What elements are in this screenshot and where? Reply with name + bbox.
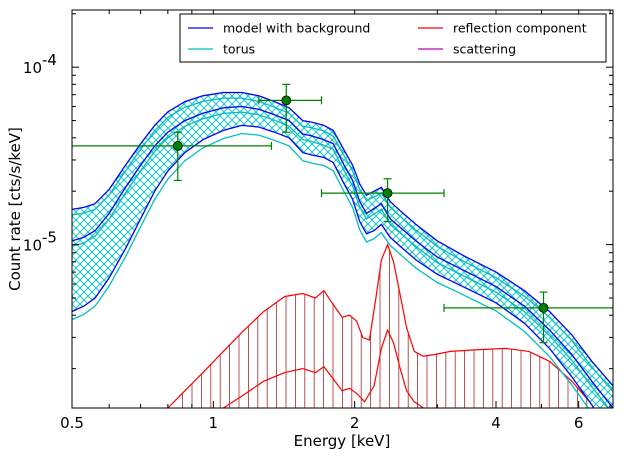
legend-entry: reflection component — [418, 21, 587, 36]
plot-frame — [71, 9, 614, 409]
data-point-2 — [258, 83, 323, 133]
data-points — [72, 83, 613, 344]
y-tick-label: 10 -5 — [23, 229, 57, 255]
legend-label: torus — [223, 42, 255, 57]
data-marker — [382, 188, 393, 199]
torus-lower-line — [72, 132, 590, 408]
x-tick-label: 6 — [574, 414, 584, 432]
data-point-1 — [72, 131, 273, 182]
y-tick-exponent: -4 — [42, 51, 57, 69]
y-tick-exponent: -5 — [42, 229, 57, 247]
torus-upper-line — [72, 97, 613, 392]
y-tick-base: 10 — [23, 59, 42, 77]
x-tick-label: 2 — [350, 414, 360, 432]
model-middle-line — [72, 105, 613, 408]
x-tick-label: 0.5 — [60, 414, 84, 432]
y-axis-label: Count rate [cts/s/keV] — [6, 127, 24, 291]
model-band-hatch — [72, 92, 613, 408]
x-tick-label: 4 — [491, 414, 501, 432]
y-tick-label: 10 -4 — [23, 51, 57, 77]
reflection-lower-line — [222, 328, 424, 408]
reflection-band-fill — [167, 244, 595, 408]
x-tick-label: 1 — [209, 414, 219, 432]
data-point-3 — [320, 178, 445, 223]
legend-label: scattering — [453, 42, 516, 57]
legend: model with background torus reflection com… — [179, 13, 607, 63]
data-point-4 — [443, 291, 613, 344]
x-tick-labels: 0.5 1 2 4 6 — [60, 414, 583, 432]
model-upper-line — [72, 91, 613, 387]
data-marker — [281, 95, 292, 106]
y-tick-base: 10 — [23, 237, 42, 255]
reflection-hatch — [182, 249, 588, 408]
data-marker — [172, 141, 183, 151]
model-lower-line — [72, 124, 595, 408]
legend-box — [179, 13, 607, 63]
legend-label: model with background — [223, 21, 370, 36]
x-axis-label: Energy [keV] — [294, 432, 391, 450]
y-tick-labels: 10-410-5 — [23, 51, 57, 254]
reflection-upper-line — [167, 242, 596, 408]
legend-entry: scattering — [418, 42, 516, 57]
legend-label: reflection component — [453, 21, 587, 36]
legend-entry: torus — [188, 42, 255, 57]
torus-middle-line — [72, 111, 610, 408]
legend-entry: model with background — [188, 21, 370, 36]
data-marker — [538, 302, 549, 313]
plot-content — [72, 91, 613, 408]
